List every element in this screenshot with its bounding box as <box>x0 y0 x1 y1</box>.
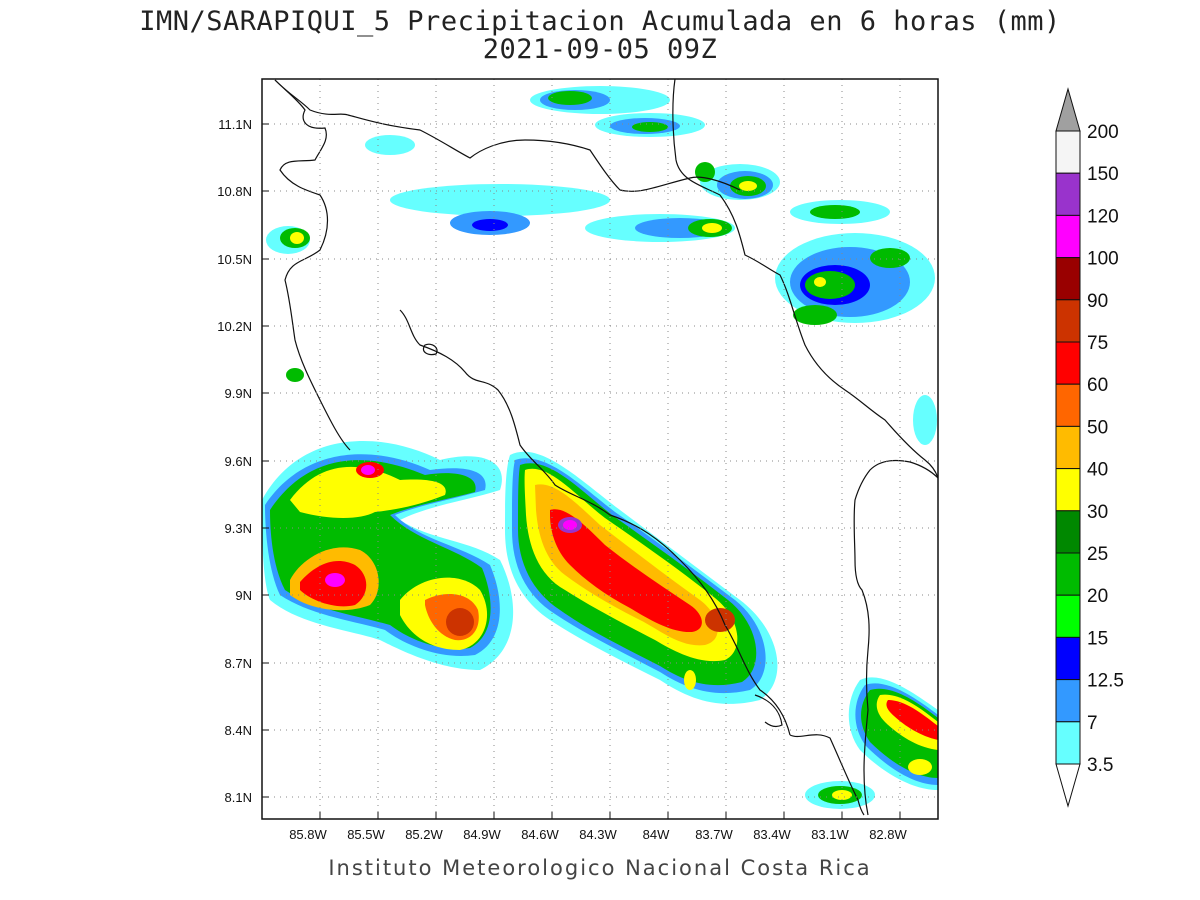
legend-swatch <box>1055 552 1081 596</box>
lat-tick-label: 9.9N <box>225 386 252 401</box>
legend-level-label: 75 <box>1087 333 1108 354</box>
legend-level-label: 50 <box>1087 417 1108 438</box>
legend-level-label: 100 <box>1087 249 1119 270</box>
legend-swatch <box>1055 636 1081 681</box>
legend-swatch <box>1055 425 1081 470</box>
legend-swatch <box>1055 257 1081 301</box>
legend-swatch <box>1055 130 1081 174</box>
lat-tick-label: 10.5N <box>217 252 252 267</box>
lon-tick-label: 85.2W <box>405 827 443 842</box>
lon-tick-label: 83.7W <box>695 827 733 842</box>
lon-tick-label: 84.6W <box>521 827 559 842</box>
coastline <box>274 79 938 816</box>
lon-tick-label: 83.1W <box>811 827 849 842</box>
lat-tick-label: 10.8N <box>217 184 252 199</box>
lat-tick-label: 8.4N <box>225 723 252 738</box>
legend-swatch <box>1055 383 1081 427</box>
lon-tick-label: 85.5W <box>347 827 385 842</box>
legend-swatch <box>1055 468 1081 512</box>
map-title-line2: 2021-09-05 09Z <box>482 34 718 65</box>
legend-level-label: 120 <box>1087 206 1119 227</box>
legend-level-label: 200 <box>1087 122 1119 143</box>
lat-tick-label: 8.7N <box>225 656 252 671</box>
legend-swatch <box>1055 679 1081 723</box>
legend-swatch <box>1055 594 1081 638</box>
legend-arrow-top <box>1055 87 1081 132</box>
legend-swatch <box>1055 510 1081 554</box>
legend-level-label: 15 <box>1087 628 1108 649</box>
legend-level-label: 60 <box>1087 375 1108 396</box>
legend-arrow-bottom <box>1055 763 1081 808</box>
map-frame <box>261 78 939 820</box>
axis-ticks <box>262 123 901 819</box>
legend-level-label: 30 <box>1087 502 1108 523</box>
map-title-line1: IMN/SARAPIQUI_5 Precipitacion Acumulada … <box>139 6 1061 37</box>
lat-tick-label: 8.1N <box>225 790 252 805</box>
lon-tick-labels: 85.8W 85.5W 85.2W 84.9W 84.6W 84.3W 84W … <box>289 827 907 842</box>
legend-level-label: 90 <box>1087 291 1108 312</box>
legend-swatch <box>1055 341 1081 385</box>
legend-level-label: 25 <box>1087 544 1108 565</box>
lon-tick-label: 85.8W <box>289 827 327 842</box>
lon-tick-label: 84.9W <box>463 827 501 842</box>
legend-level-label: 20 <box>1087 586 1108 607</box>
legend-swatch <box>1055 172 1081 216</box>
lat-tick-labels: 11.1N 10.8N 10.5N 10.2N 9.9N 9.6N 9.3N 9… <box>217 117 252 805</box>
precipitation-field <box>262 86 938 809</box>
legend-swatch <box>1055 299 1081 343</box>
lat-tick-label: 10.2N <box>217 319 252 334</box>
lon-tick-label: 84W <box>643 827 670 842</box>
color-legend: 200 150 120 100 90 75 60 50 40 30 25 20 15 12.5 7 3.5 <box>1055 87 1124 808</box>
legend-swatch <box>1055 214 1081 259</box>
lon-tick-label: 84.3W <box>579 827 617 842</box>
lat-tick-label: 9.6N <box>225 454 252 469</box>
legend-level-label: 40 <box>1087 460 1108 481</box>
lon-tick-label: 83.4W <box>753 827 791 842</box>
lat-tick-label: 11.1N <box>218 117 252 132</box>
legend-swatch <box>1055 721 1081 765</box>
lon-tick-label: 82.8W <box>869 827 907 842</box>
lat-tick-label: 9.3N <box>225 521 252 536</box>
legend-level-label: 12.5 <box>1087 671 1124 692</box>
footer-credit: Instituto Meteorologico Nacional Costa R… <box>328 856 872 880</box>
legend-level-label: 7 <box>1087 713 1098 734</box>
lat-tick-label: 9N <box>235 588 252 603</box>
legend-level-label: 150 <box>1087 164 1119 185</box>
legend-level-label: 3.5 <box>1087 755 1113 776</box>
